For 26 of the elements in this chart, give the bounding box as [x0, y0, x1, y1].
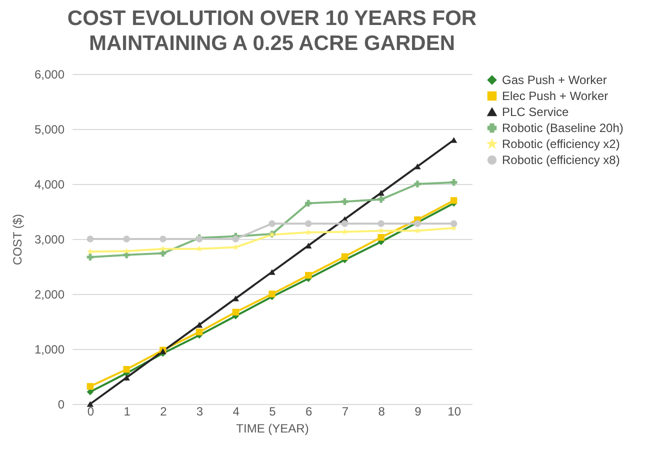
x-tick-label: 0 — [87, 404, 94, 418]
x-axis-title: TIME (YEAR) — [236, 422, 309, 436]
x-tick-label: 5 — [269, 404, 276, 418]
x-tick-label: 7 — [342, 404, 349, 418]
legend-label: Elec Push + Worker — [502, 89, 608, 103]
y-axis-title: COST ($) — [10, 214, 24, 266]
legend-label: Robotic (Baseline 20h) — [502, 121, 624, 135]
x-tick-label: 10 — [448, 404, 462, 418]
x-tick-label: 1 — [124, 404, 131, 418]
legend-label: Robotic (efficiency x8) — [502, 153, 620, 167]
y-tick-label: 3,000 — [34, 232, 65, 246]
legend-label: Robotic (efficiency x2) — [502, 137, 620, 151]
x-tick-label: 4 — [232, 404, 240, 418]
legend-label: Gas Push + Worker — [502, 73, 607, 87]
y-tick-label: 2,000 — [34, 288, 65, 302]
x-tick-label: 9 — [414, 404, 422, 418]
x-tick-label: 3 — [196, 404, 204, 418]
legend-label: PLC Service — [502, 105, 570, 119]
y-tick-label: 1,000 — [34, 342, 65, 356]
x-tick-label: 2 — [160, 404, 168, 418]
x-tick-label: 6 — [306, 404, 313, 418]
x-tick-label: 8 — [378, 404, 386, 418]
y-tick-label: 6,000 — [34, 68, 65, 82]
y-tick-label: 4,000 — [34, 178, 65, 192]
chart-title: COST EVOLUTION OVER 10 YEARS FOR MAINTAINING A 0.25 ACRE GARDEN — [67, 7, 477, 55]
y-tick-label: 5,000 — [34, 122, 65, 136]
